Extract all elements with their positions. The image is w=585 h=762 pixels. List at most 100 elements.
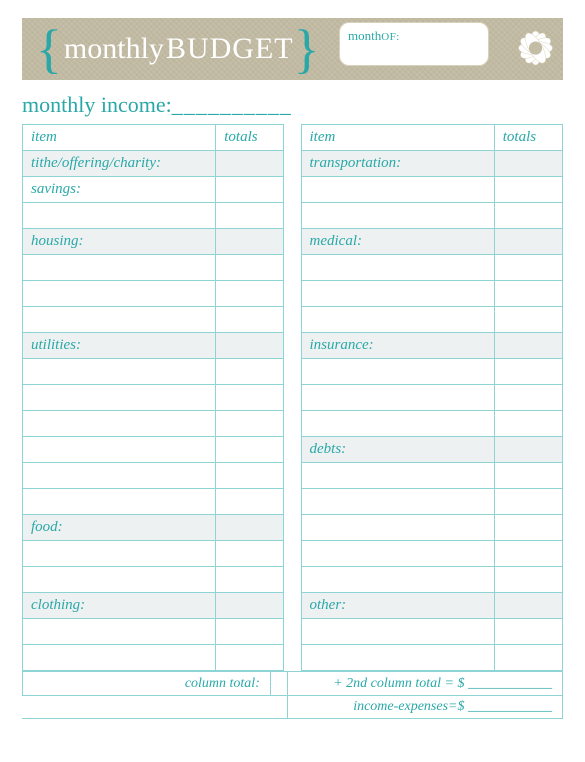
total-cell-left[interactable] (216, 203, 284, 229)
item-cell-right[interactable] (301, 255, 494, 281)
total-cell-left[interactable] (216, 281, 284, 307)
total-cell-right[interactable] (494, 359, 562, 385)
item-cell-left[interactable] (23, 281, 216, 307)
item-cell-left[interactable] (23, 255, 216, 281)
col-gap (284, 125, 301, 151)
gap-cell (284, 437, 301, 463)
total-cell-right[interactable] (494, 463, 562, 489)
item-cell-right[interactable] (301, 463, 494, 489)
item-cell-left[interactable]: food: (23, 515, 216, 541)
item-cell-left[interactable] (23, 359, 216, 385)
total-cell-right[interactable] (494, 437, 562, 463)
item-cell-right[interactable]: medical: (301, 229, 494, 255)
total-cell-left[interactable] (216, 437, 284, 463)
gap-cell (284, 463, 301, 489)
item-cell-left[interactable]: utilities: (23, 333, 216, 359)
item-cell-right[interactable] (301, 203, 494, 229)
item-cell-right[interactable] (301, 281, 494, 307)
total-cell-left[interactable] (216, 359, 284, 385)
total-cell-left[interactable] (216, 151, 284, 177)
item-cell-right[interactable]: other: (301, 593, 494, 619)
item-cell-right[interactable]: debts: (301, 437, 494, 463)
total-cell-right[interactable] (494, 567, 562, 593)
item-cell-left[interactable] (23, 203, 216, 229)
total-cell-left[interactable] (216, 489, 284, 515)
total-cell-right[interactable] (494, 489, 562, 515)
gap-cell (284, 567, 301, 593)
item-cell-left[interactable] (23, 541, 216, 567)
total-cell-right[interactable] (494, 541, 562, 567)
second-column-total[interactable]: + 2nd column total = $ ____________ (287, 672, 563, 695)
income-minus-expenses[interactable]: income-expenses=$ ____________ (287, 696, 563, 718)
total-cell-left[interactable] (216, 593, 284, 619)
total-cell-right[interactable] (494, 307, 562, 333)
total-cell-left[interactable] (216, 463, 284, 489)
item-cell-right[interactable] (301, 515, 494, 541)
item-cell-left[interactable] (23, 645, 216, 671)
total-cell-left[interactable] (216, 255, 284, 281)
item-cell-left[interactable]: housing: (23, 229, 216, 255)
item-cell-left[interactable] (23, 619, 216, 645)
gap-cell (284, 645, 301, 671)
total-cell-right[interactable] (494, 151, 562, 177)
brace-open: { (36, 22, 62, 76)
item-cell-left[interactable] (23, 567, 216, 593)
total-cell-left[interactable] (216, 567, 284, 593)
total-cell-right[interactable] (494, 411, 562, 437)
footer-totals: column total: + 2nd column total = $ ___… (22, 671, 563, 719)
item-cell-right[interactable] (301, 411, 494, 437)
col-header-totals-right: totals (494, 125, 562, 151)
item-cell-right[interactable] (301, 359, 494, 385)
item-cell-right[interactable]: transportation: (301, 151, 494, 177)
item-cell-right[interactable] (301, 177, 494, 203)
item-cell-left[interactable] (23, 463, 216, 489)
item-cell-right[interactable] (301, 541, 494, 567)
month-of-box[interactable]: monthOF: (339, 22, 489, 66)
total-cell-right[interactable] (494, 515, 562, 541)
item-cell-right[interactable] (301, 567, 494, 593)
income-blank[interactable]: __________ (172, 92, 292, 117)
total-cell-right[interactable] (494, 281, 562, 307)
item-cell-left[interactable]: clothing: (23, 593, 216, 619)
gap-cell (284, 385, 301, 411)
item-cell-right[interactable] (301, 619, 494, 645)
item-cell-left[interactable] (23, 385, 216, 411)
item-cell-left[interactable] (23, 411, 216, 437)
item-cell-left[interactable] (23, 307, 216, 333)
item-cell-left[interactable] (23, 437, 216, 463)
total-cell-left[interactable] (216, 177, 284, 203)
gap-cell (284, 203, 301, 229)
total-cell-left[interactable] (216, 411, 284, 437)
item-cell-left[interactable]: tithe/offering/charity: (23, 151, 216, 177)
total-cell-right[interactable] (494, 229, 562, 255)
gap-cell (284, 177, 301, 203)
total-cell-left[interactable] (216, 333, 284, 359)
total-cell-right[interactable] (494, 203, 562, 229)
total-cell-right[interactable] (494, 593, 562, 619)
total-cell-right[interactable] (494, 177, 562, 203)
item-cell-right[interactable] (301, 385, 494, 411)
item-cell-left[interactable]: savings: (23, 177, 216, 203)
total-cell-left[interactable] (216, 515, 284, 541)
item-cell-right[interactable] (301, 645, 494, 671)
item-cell-left[interactable] (23, 489, 216, 515)
total-cell-right[interactable] (494, 645, 562, 671)
total-cell-left[interactable] (216, 541, 284, 567)
flower-icon (489, 16, 567, 82)
total-cell-right[interactable] (494, 333, 562, 359)
total-cell-right[interactable] (494, 619, 562, 645)
total-cell-left[interactable] (216, 385, 284, 411)
total-cell-left[interactable] (216, 307, 284, 333)
col-header-item-right: item (301, 125, 494, 151)
total-cell-right[interactable] (494, 255, 562, 281)
gap-cell (284, 151, 301, 177)
item-cell-right[interactable] (301, 307, 494, 333)
total-cell-left[interactable] (216, 619, 284, 645)
total-cell-right[interactable] (494, 385, 562, 411)
total-cell-left[interactable] (216, 645, 284, 671)
monthly-income-line: monthly income:__________ (22, 92, 563, 118)
total-cell-left[interactable] (216, 229, 284, 255)
item-cell-right[interactable] (301, 489, 494, 515)
gap-cell (284, 307, 301, 333)
item-cell-right[interactable]: insurance: (301, 333, 494, 359)
